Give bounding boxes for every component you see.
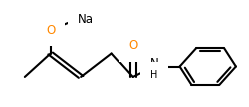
Text: N: N: [149, 57, 158, 70]
Text: O: O: [128, 39, 137, 52]
Text: H: H: [150, 70, 158, 80]
Text: O: O: [46, 24, 55, 37]
Text: Na: Na: [78, 13, 94, 26]
